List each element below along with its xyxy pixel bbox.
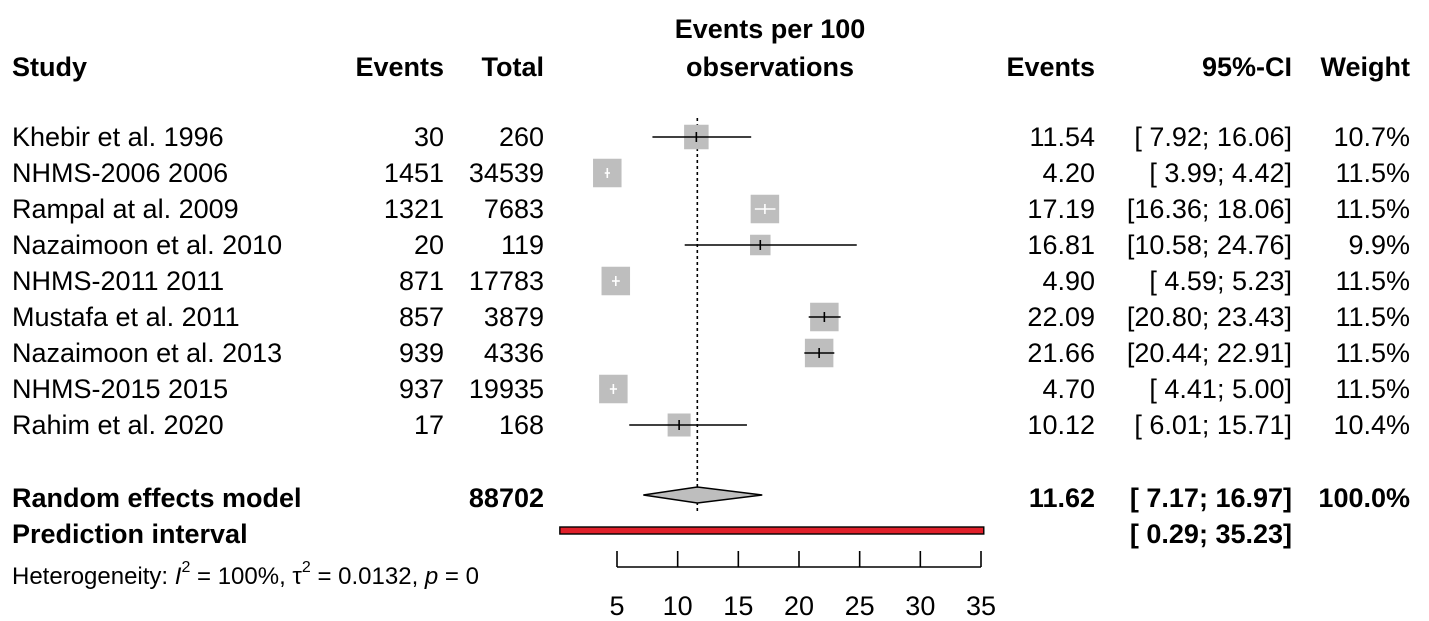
study-ci-1: [ 3.99; 4.42] <box>1149 158 1292 188</box>
x-tick-label-0: 5 <box>609 591 624 621</box>
study-total-1: 34539 <box>469 158 544 188</box>
prediction-interval-bar <box>559 526 985 535</box>
prediction-interval-ci: [ 0.29; 35.23] <box>1130 519 1292 549</box>
study-weight-5: 11.5% <box>1335 302 1410 332</box>
study-events-3: 20 <box>414 230 444 260</box>
header-weight: Weight <box>1321 52 1411 82</box>
study-name-4: NHMS-2011 2011 <box>12 266 224 296</box>
heterogeneity-i2-symbol: I <box>175 563 182 590</box>
random-effects-diamond <box>643 486 763 504</box>
study-rate-6: 21.66 <box>1027 338 1095 368</box>
prediction-interval-label: Prediction interval <box>12 519 248 549</box>
study-total-8: 168 <box>499 410 544 440</box>
heterogeneity-i2-value: = 100%, <box>190 563 292 590</box>
header-events-rate: Events <box>1006 52 1095 82</box>
study-events-1: 1451 <box>384 158 444 188</box>
study-total-2: 7683 <box>484 194 544 224</box>
study-events-7: 937 <box>399 374 444 404</box>
heterogeneity-prefix: Heterogeneity: <box>12 563 175 590</box>
study-rate-3: 16.81 <box>1027 230 1095 260</box>
study-total-4: 17783 <box>469 266 544 296</box>
random-effects-rate: 11.62 <box>1029 483 1095 513</box>
study-name-8: Rahim et al. 2020 <box>12 410 224 440</box>
study-name-0: Khebir et al. 1996 <box>12 122 224 152</box>
study-weight-6: 11.5% <box>1335 338 1410 368</box>
study-name-3: Nazaimoon et al. 2010 <box>12 230 282 260</box>
study-events-0: 30 <box>414 122 444 152</box>
x-tick-label-6: 35 <box>966 591 996 621</box>
study-weight-4: 11.5% <box>1335 266 1410 296</box>
random-effects-label: Random effects model <box>12 483 302 513</box>
heterogeneity-i2-sup: 2 <box>181 559 190 576</box>
x-tick-label-3: 20 <box>784 591 814 621</box>
header-ci: 95%-CI <box>1202 52 1292 82</box>
study-rate-1: 4.20 <box>1042 158 1095 188</box>
heterogeneity-p-value: = 0 <box>438 563 479 590</box>
study-ci-7: [ 4.41; 5.00] <box>1149 374 1292 404</box>
x-tick-label-2: 15 <box>723 591 753 621</box>
study-events-6: 939 <box>399 338 444 368</box>
x-tick-label-1: 10 <box>663 591 693 621</box>
study-weight-0: 10.7% <box>1333 122 1410 152</box>
study-ci-4: [ 4.59; 5.23] <box>1149 266 1292 296</box>
study-ci-2: [16.36; 18.06] <box>1127 194 1292 224</box>
study-rate-8: 10.12 <box>1027 410 1095 440</box>
study-weight-8: 10.4% <box>1333 410 1410 440</box>
study-weight-2: 11.5% <box>1335 194 1410 224</box>
heterogeneity-tau-symbol: τ <box>292 563 302 590</box>
heterogeneity-p-symbol: p <box>424 563 438 590</box>
study-name-1: NHMS-2006 2006 <box>12 158 228 188</box>
x-tick-label-5: 30 <box>905 591 935 621</box>
study-weight-7: 11.5% <box>1335 374 1410 404</box>
study-name-7: NHMS-2015 2015 <box>12 374 228 404</box>
header-total: Total <box>482 52 545 82</box>
study-events-8: 17 <box>414 410 444 440</box>
study-total-7: 19935 <box>469 374 544 404</box>
study-ci-0: [ 7.92; 16.06] <box>1134 122 1292 152</box>
header-events: Events <box>355 52 444 82</box>
heterogeneity-text: Heterogeneity: I2 = 100%, τ2 = 0.0132, p… <box>12 559 479 590</box>
study-rate-2: 17.19 <box>1027 194 1095 224</box>
study-events-4: 871 <box>399 266 444 296</box>
study-rate-7: 4.70 <box>1042 374 1095 404</box>
heterogeneity-tau-value: = 0.0132, <box>311 563 425 590</box>
study-total-5: 3879 <box>484 302 544 332</box>
random-effects-total: 88702 <box>469 483 544 513</box>
study-name-5: Mustafa et al. 2011 <box>12 302 240 332</box>
study-rows: Khebir et al. 1996 30 260 11.54 [ 7.92; 16.0… <box>12 122 1410 440</box>
random-effects-weight: 100.0% <box>1318 483 1410 513</box>
study-weight-1: 11.5% <box>1335 158 1410 188</box>
study-total-3: 119 <box>501 230 544 260</box>
study-ci-6: [20.44; 22.91] <box>1127 338 1292 368</box>
header-study: Study <box>12 52 87 82</box>
study-weight-3: 9.9% <box>1348 230 1410 260</box>
x-axis: 5 10 15 20 25 30 35 <box>609 551 996 621</box>
study-total-6: 4336 <box>484 338 544 368</box>
study-rate-4: 4.90 <box>1042 266 1095 296</box>
header-plot-title-line2: observations <box>686 52 854 82</box>
study-ci-8: [ 6.01; 15.71] <box>1134 410 1292 440</box>
header-plot-title-line1: Events per 100 <box>675 14 866 44</box>
study-ci-3: [10.58; 24.76] <box>1127 230 1292 260</box>
study-events-5: 857 <box>399 302 444 332</box>
heterogeneity-tau-sup: 2 <box>302 559 311 576</box>
study-rate-0: 11.54 <box>1029 122 1095 152</box>
plot-marks <box>559 118 985 535</box>
study-events-2: 1321 <box>384 194 444 224</box>
study-ci-5: [20.80; 23.43] <box>1127 302 1292 332</box>
study-name-6: Nazaimoon et al. 2013 <box>12 338 282 368</box>
study-rate-5: 22.09 <box>1027 302 1095 332</box>
study-total-0: 260 <box>499 122 544 152</box>
x-tick-label-4: 25 <box>845 591 875 621</box>
random-effects-ci: [ 7.17; 16.97] <box>1130 483 1292 513</box>
study-name-2: Rampal at al. 2009 <box>12 194 239 224</box>
